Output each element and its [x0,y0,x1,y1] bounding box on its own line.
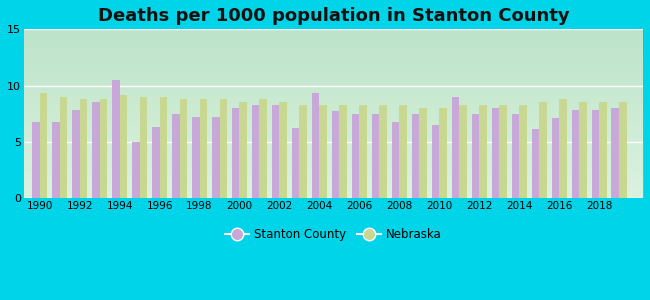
Bar [472,114,479,198]
Bar [172,114,179,198]
Bar [460,105,467,198]
Bar [592,110,599,198]
Bar [539,102,547,198]
Bar [239,102,247,198]
Bar [300,105,307,198]
Bar [99,99,107,198]
Bar [332,111,339,198]
Bar [479,105,487,198]
Bar [140,97,147,198]
Bar [519,105,526,198]
Bar [491,108,499,198]
Bar [571,110,579,198]
Title: Deaths per 1000 population in Stanton County: Deaths per 1000 population in Stanton Co… [98,7,569,25]
Bar [272,105,280,198]
Bar [411,114,419,198]
Bar [40,93,47,198]
Bar [192,117,200,198]
Bar [532,129,539,198]
Bar [72,110,80,198]
Bar [399,105,407,198]
Bar [392,122,399,198]
Bar [92,102,99,198]
Bar [212,117,220,198]
Bar [452,97,460,198]
Bar [252,105,259,198]
Bar [160,97,167,198]
Bar [120,94,127,198]
Bar [512,114,519,198]
Bar [232,108,239,198]
Bar [259,99,267,198]
Bar [112,80,120,198]
Bar [280,102,287,198]
Legend: Stanton County, Nebraska: Stanton County, Nebraska [220,224,447,246]
Bar [80,99,87,198]
Bar [32,122,40,198]
Bar [559,99,567,198]
Bar [612,108,619,198]
Bar [179,99,187,198]
Bar [132,142,140,198]
Bar [319,105,327,198]
Bar [312,93,319,198]
Bar [499,105,507,198]
Bar [359,105,367,198]
Bar [60,97,68,198]
Bar [380,105,387,198]
Bar [339,105,347,198]
Bar [292,128,300,198]
Bar [619,102,627,198]
Bar [552,118,559,198]
Bar [419,108,427,198]
Bar [439,108,447,198]
Bar [220,99,227,198]
Bar [372,114,380,198]
Bar [599,102,606,198]
Bar [200,99,207,198]
Bar [352,114,359,198]
Bar [432,125,439,198]
Bar [152,127,160,198]
Bar [579,102,587,198]
Bar [52,122,60,198]
